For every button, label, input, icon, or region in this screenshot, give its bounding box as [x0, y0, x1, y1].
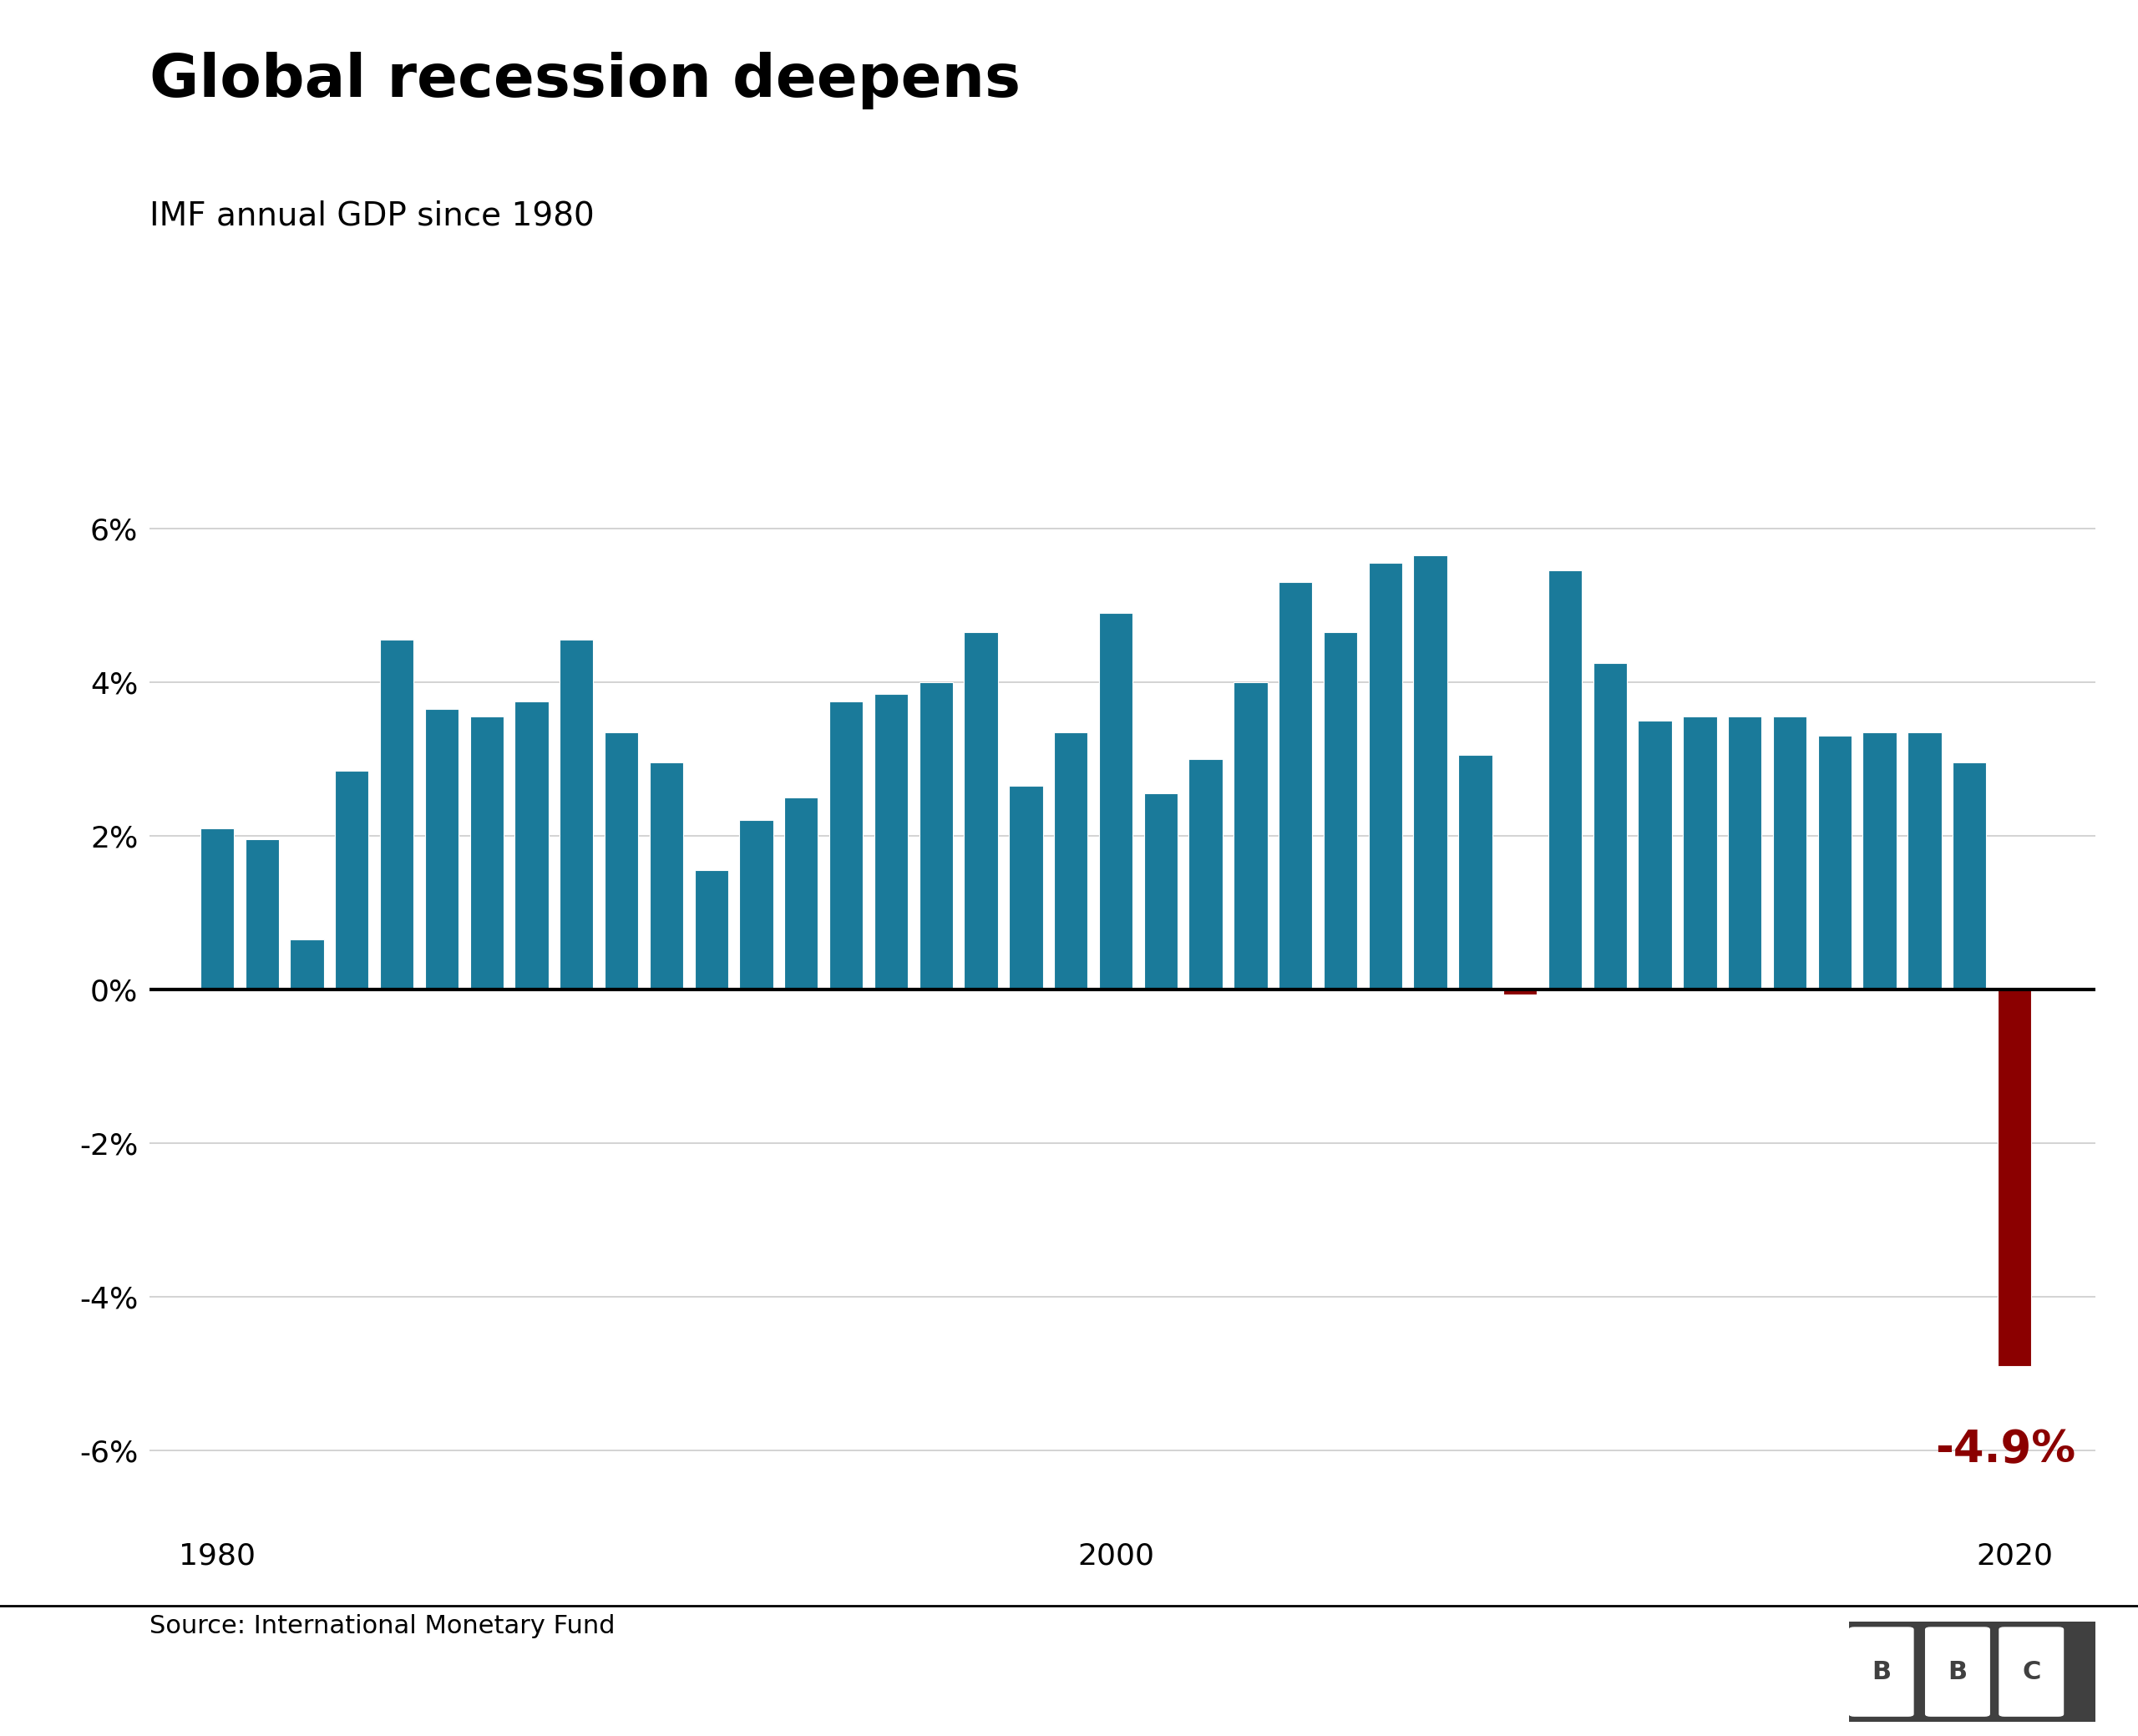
- Bar: [470, 717, 505, 990]
- Bar: [1503, 990, 1537, 995]
- Bar: [605, 733, 639, 990]
- Text: -4.9%: -4.9%: [1935, 1427, 2076, 1470]
- Bar: [964, 632, 998, 990]
- Bar: [1683, 717, 1717, 990]
- Bar: [246, 840, 278, 990]
- Bar: [830, 701, 864, 990]
- FancyBboxPatch shape: [1849, 1627, 1914, 1717]
- Bar: [874, 693, 909, 990]
- Text: B: B: [1948, 1660, 1967, 1684]
- Bar: [1728, 717, 1762, 990]
- Bar: [1772, 717, 1807, 990]
- Bar: [1458, 755, 1492, 990]
- Bar: [1323, 632, 1358, 990]
- Bar: [785, 797, 819, 990]
- Bar: [1997, 990, 2031, 1366]
- Bar: [1907, 733, 1941, 990]
- Bar: [1862, 733, 1896, 990]
- Bar: [919, 682, 954, 990]
- Bar: [1144, 793, 1178, 990]
- Bar: [515, 701, 549, 990]
- Bar: [1548, 571, 1582, 990]
- Bar: [1234, 682, 1268, 990]
- Text: IMF annual GDP since 1980: IMF annual GDP since 1980: [150, 200, 594, 231]
- Bar: [1638, 720, 1672, 990]
- Text: B: B: [1871, 1660, 1890, 1684]
- Bar: [1368, 562, 1403, 990]
- Text: Source: International Monetary Fund: Source: International Monetary Fund: [150, 1614, 616, 1639]
- Bar: [201, 828, 233, 990]
- Bar: [1952, 762, 1986, 990]
- Bar: [1189, 759, 1223, 990]
- Text: Global recession deepens: Global recession deepens: [150, 52, 1020, 109]
- Bar: [425, 708, 458, 990]
- Bar: [336, 771, 368, 990]
- FancyBboxPatch shape: [1999, 1627, 2063, 1717]
- Bar: [650, 762, 684, 990]
- FancyBboxPatch shape: [1926, 1627, 1990, 1717]
- Bar: [1593, 663, 1627, 990]
- Bar: [381, 639, 413, 990]
- Text: C: C: [2023, 1660, 2040, 1684]
- Bar: [560, 639, 594, 990]
- Bar: [1054, 733, 1088, 990]
- Bar: [695, 870, 729, 990]
- Bar: [740, 821, 774, 990]
- Bar: [1009, 786, 1043, 990]
- Bar: [1279, 582, 1313, 990]
- Bar: [1413, 556, 1447, 990]
- Bar: [291, 939, 323, 990]
- Bar: [1099, 613, 1133, 990]
- Bar: [1817, 736, 1852, 990]
